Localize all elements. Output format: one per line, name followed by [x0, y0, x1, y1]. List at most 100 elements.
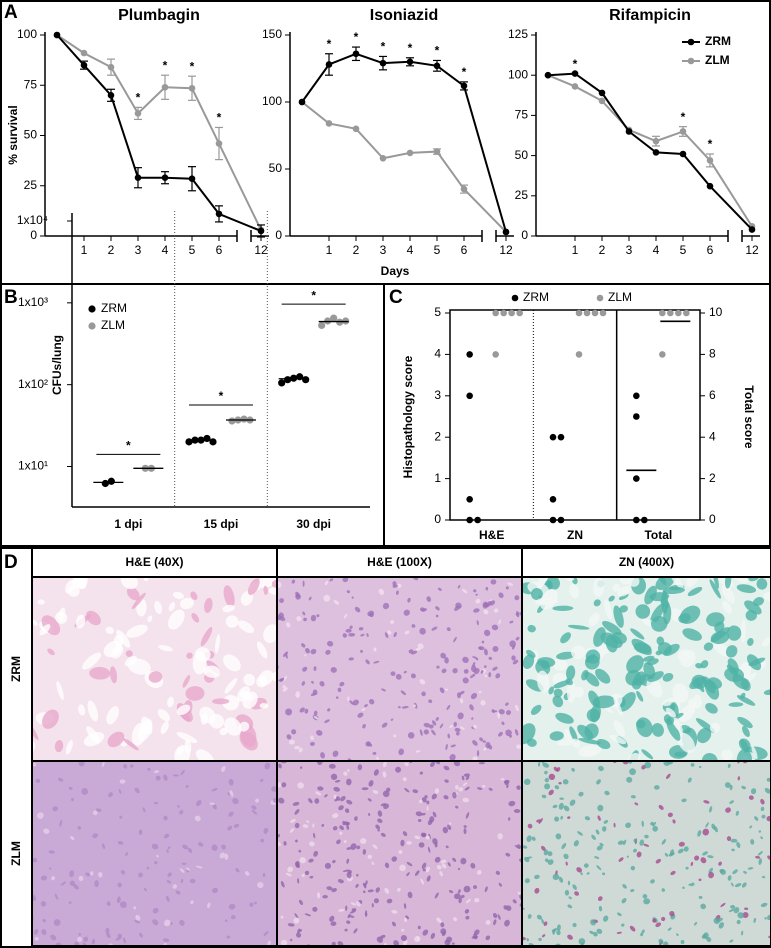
tissue — [492, 666, 498, 671]
image-background — [32, 761, 277, 946]
tissue — [207, 902, 211, 909]
tissue — [505, 729, 512, 737]
tissue — [233, 823, 240, 828]
tissue — [639, 839, 645, 846]
tissue — [82, 652, 102, 670]
tissue — [415, 750, 421, 753]
tissue — [395, 766, 402, 773]
tissue — [35, 778, 41, 783]
tissue — [415, 647, 422, 651]
image-border — [521, 760, 771, 947]
tissue — [567, 816, 571, 819]
x-tick-label: 1 — [326, 243, 333, 257]
tissue — [138, 829, 143, 835]
tissue — [309, 741, 315, 746]
tissue — [417, 925, 421, 930]
tissue — [404, 788, 410, 793]
tissue — [603, 820, 609, 824]
tissue — [541, 794, 547, 799]
point — [675, 309, 682, 317]
tissue — [334, 798, 338, 802]
tissue — [431, 626, 438, 631]
tissue — [434, 856, 441, 863]
series-line — [56, 34, 262, 232]
legend-label: ZLM — [101, 318, 125, 332]
tissue — [544, 777, 550, 783]
tissue — [662, 586, 685, 595]
tissue — [514, 595, 520, 601]
tissue — [342, 633, 348, 638]
tissue — [670, 870, 676, 876]
tissue — [567, 904, 573, 909]
tissue — [536, 914, 543, 920]
tissue — [564, 889, 570, 896]
tissue — [174, 744, 191, 761]
tissue — [367, 854, 373, 859]
tissue — [224, 919, 228, 922]
tissue — [556, 924, 561, 931]
tissue — [212, 698, 230, 705]
tissue — [476, 750, 480, 757]
y-tick-label: 4 — [434, 347, 441, 361]
tissue — [698, 765, 702, 769]
tissue — [313, 850, 319, 857]
tissue — [651, 723, 664, 737]
tissue — [683, 846, 689, 852]
tissue — [321, 823, 325, 827]
tissue — [373, 660, 380, 664]
tissue — [157, 709, 171, 722]
point — [406, 58, 414, 66]
tissue — [194, 647, 211, 662]
tissue — [597, 896, 603, 902]
tissue — [449, 724, 453, 728]
tissue — [642, 894, 648, 899]
tissue — [725, 807, 731, 813]
tissue — [126, 587, 140, 601]
tissue — [633, 848, 637, 853]
tissue — [552, 605, 574, 611]
tissue — [658, 804, 664, 810]
tissue — [541, 845, 546, 852]
tissue — [578, 791, 584, 797]
tissue — [354, 816, 358, 821]
tissue — [567, 624, 590, 630]
tissue — [512, 899, 517, 904]
tissue — [457, 867, 461, 871]
tissue — [446, 627, 451, 632]
tissue — [486, 601, 492, 606]
tissue — [469, 704, 474, 711]
tissue — [613, 605, 624, 628]
tissue — [608, 595, 615, 602]
tissue — [228, 811, 234, 817]
tissue — [566, 665, 576, 681]
tissue — [302, 580, 305, 587]
tissue — [536, 819, 541, 823]
tissue — [260, 778, 264, 782]
tissue — [371, 861, 375, 866]
tissue — [593, 599, 601, 607]
tissue — [257, 881, 264, 889]
tissue — [317, 892, 321, 899]
tissue — [728, 702, 744, 707]
point — [549, 433, 557, 441]
tissue — [613, 720, 626, 737]
tissue — [702, 851, 708, 856]
tissue — [271, 580, 277, 588]
tissue — [94, 880, 99, 888]
y-tick-label: 1x10¹ — [18, 459, 48, 473]
tissue — [356, 901, 361, 907]
tissue — [306, 820, 310, 824]
tissue — [391, 921, 396, 927]
tissue — [295, 691, 301, 698]
tissue — [339, 681, 345, 687]
tissue — [113, 634, 124, 647]
tissue — [40, 875, 47, 881]
tissue — [105, 927, 110, 934]
tissue — [571, 738, 581, 749]
tissue — [294, 913, 299, 919]
tissue — [417, 935, 420, 942]
tissue — [356, 845, 361, 850]
tissue — [589, 704, 601, 723]
tissue — [617, 585, 631, 597]
y-tick-label: 150 — [262, 27, 282, 41]
